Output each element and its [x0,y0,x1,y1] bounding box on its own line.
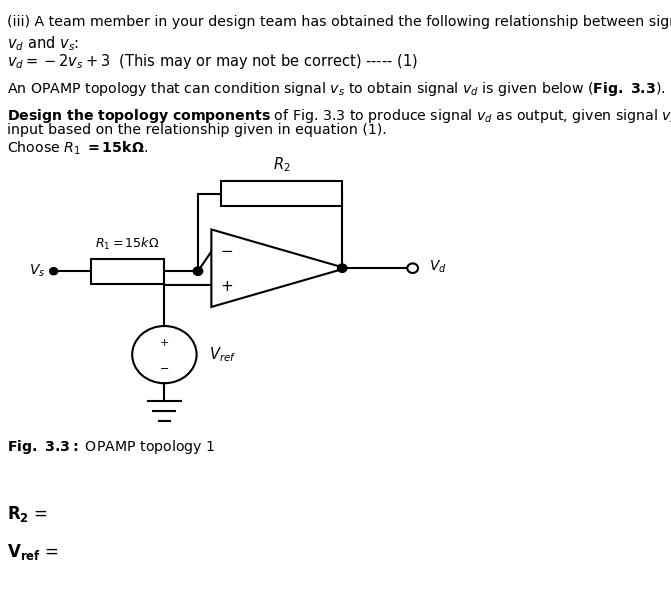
Bar [221,181,342,206]
Circle shape [50,268,58,275]
Circle shape [193,267,203,275]
Text: $R_2$: $R_2$ [273,156,291,174]
Text: (iii) A team member in your design team has obtained the following relationship : (iii) A team member in your design team … [7,15,671,29]
Text: $V_s$: $V_s$ [30,263,46,280]
Text: $+$: $+$ [219,278,233,294]
Text: $R_1{=}15k\Omega$: $R_1{=}15k\Omega$ [95,235,160,252]
Text: Choose $\mathbf{\mathit{R_1}}$ $\mathbf{= 15k\Omega}$.: Choose $\mathbf{\mathit{R_1}}$ $\mathbf{… [7,139,148,157]
Text: $V_d$: $V_d$ [429,258,447,275]
Text: $\mathbf{R_2}$ =: $\mathbf{R_2}$ = [7,504,48,524]
Text: input based on the relationship given in equation (1).: input based on the relationship given in… [7,123,386,137]
Text: $-$: $-$ [219,242,233,257]
Circle shape [338,264,347,272]
Text: An OPAMP topology that can condition signal $\mathit{v_s}$ to obtain signal $\ma: An OPAMP topology that can condition sig… [7,80,666,98]
Text: $-$: $-$ [159,362,170,372]
Text: $V_{ref}$: $V_{ref}$ [209,345,236,364]
Text: $\mathbf{\mathit{v_d = -2v_s + 3}}$  (This may or may not be correct) ----- (1): $\mathbf{\mathit{v_d = -2v_s + 3}}$ (Thi… [7,52,417,72]
Text: $+$: $+$ [159,337,170,348]
Text: $\mathit{v_d}$ and $\mathit{v_s}$:: $\mathit{v_d}$ and $\mathit{v_s}$: [7,35,79,53]
Polygon shape [211,229,346,307]
Text: $\mathbf{V_{ref}}$ =: $\mathbf{V_{ref}}$ = [7,542,58,563]
Bar [91,259,164,284]
Text: $\mathbf{Fig.\ 3.3:}$ OPAMP topology 1: $\mathbf{Fig.\ 3.3:}$ OPAMP topology 1 [7,438,215,456]
Text: $\mathbf{Design\ the\ topology\ components}$ of Fig. 3.3 to produce signal $\mat: $\mathbf{Design\ the\ topology\ componen… [7,107,671,125]
